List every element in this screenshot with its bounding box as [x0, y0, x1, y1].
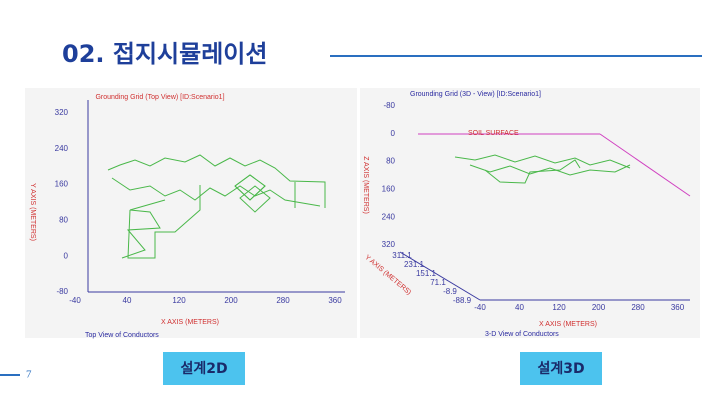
- slide-title: 02. 접지시뮬레이션: [62, 40, 267, 68]
- y-axis-label: Y AXIS (METERS): [29, 183, 36, 241]
- conductor: [484, 159, 581, 184]
- button-label: 설계2D: [180, 361, 227, 377]
- caption: Top View of Conductors: [85, 332, 159, 339]
- conductor: [469, 164, 631, 176]
- x-axis-label: X AXIS (METERS): [161, 319, 219, 326]
- x-tick-label: -40: [474, 303, 486, 312]
- conductor: [111, 177, 321, 207]
- panel-bg: [360, 88, 700, 338]
- y-tick-label: -8.9: [443, 287, 457, 296]
- button-2d: [163, 352, 245, 385]
- y-tick-label: 311.1: [392, 251, 412, 260]
- z-tick-label: -80: [383, 101, 395, 110]
- z-tick-label: 80: [386, 157, 395, 166]
- conductor: [121, 199, 166, 259]
- x-tick-label: 360: [671, 303, 685, 312]
- top-view-panel: Grounding Grid (Top View) [ID:Scenario1]…: [25, 88, 357, 339]
- page-number: 7: [26, 369, 32, 381]
- x-tick-label: 280: [276, 296, 290, 305]
- z-tick-label: 160: [382, 185, 396, 194]
- y-tick-label: 80: [59, 216, 68, 225]
- z-tick-label: 240: [382, 212, 396, 221]
- y-tick-label: 0: [64, 251, 69, 260]
- panel-bg: [25, 88, 357, 338]
- 3d-view-panel: Grounding Grid (3D - View) [ID:Scenario1…: [360, 88, 700, 338]
- y-tick-label: -80: [56, 287, 68, 296]
- z-tick-label: 320: [382, 240, 396, 249]
- y-tick-label: 71.1: [430, 278, 446, 287]
- z-tick-label: 0: [391, 129, 396, 138]
- y-tick-label: 160: [55, 180, 69, 189]
- button-label: 설계3D: [537, 361, 584, 377]
- y-tick-label: 320: [55, 108, 69, 117]
- soil-surface-edge: [599, 133, 691, 197]
- x-tick-label: -40: [69, 296, 81, 305]
- x-tick-label: 200: [224, 296, 238, 305]
- x-tick-label: 360: [328, 296, 342, 305]
- conductor: [234, 174, 296, 213]
- panel-title: Grounding Grid (3D - View) [ID:Scenario1…: [410, 91, 541, 98]
- conductor: [107, 154, 326, 208]
- y-tick-label: -88.9: [453, 296, 472, 305]
- x-axis-label: X AXIS (METERS): [539, 321, 597, 328]
- y-tick-label: 231.1: [404, 260, 425, 269]
- x-tick-label: 40: [515, 303, 524, 312]
- x-tick-label: 40: [123, 296, 132, 305]
- conductor: [127, 185, 201, 259]
- surface-label: SOIL SURFACE: [468, 130, 519, 137]
- x-tick-label: 120: [172, 296, 186, 305]
- panel-title: Grounding Grid (Top View) [ID:Scenario1]: [95, 94, 224, 101]
- y-axis: [399, 251, 481, 301]
- caption: 3-D View of Conductors: [485, 331, 559, 338]
- x-tick-label: 280: [631, 303, 645, 312]
- conductor: [454, 154, 631, 169]
- y-tick-label: 240: [55, 144, 69, 153]
- y-tick-label: 151.1: [416, 269, 437, 278]
- z-axis-label: Z AXIS (METERS): [362, 156, 369, 214]
- x-tick-label: 200: [592, 303, 606, 312]
- button-3d: [520, 352, 602, 385]
- x-tick-label: 120: [552, 303, 566, 312]
